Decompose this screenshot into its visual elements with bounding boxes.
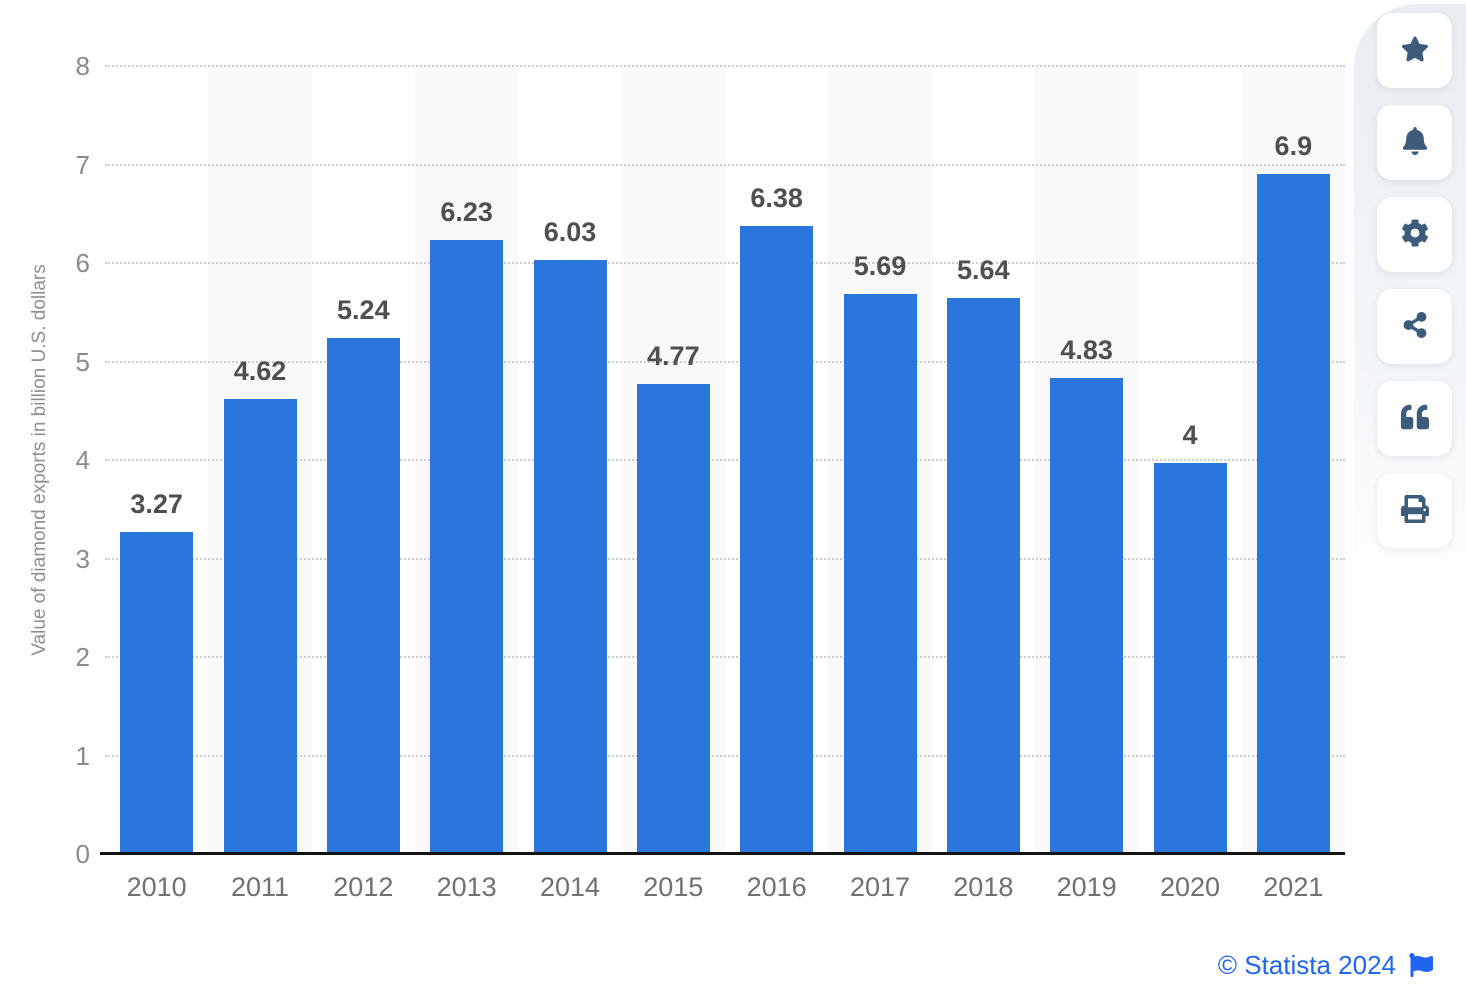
x-tick-label: 2016 (746, 872, 807, 902)
y-tick-label: 2 (75, 642, 90, 672)
y-tick-label: 7 (75, 149, 90, 180)
value-label: 4.83 (1060, 335, 1113, 366)
share-icon (1402, 312, 1428, 341)
x-tick-label: 2011 (230, 872, 290, 902)
gridline (105, 163, 1345, 166)
value-label: 6.23 (440, 197, 493, 228)
x-axis-line (100, 852, 1345, 855)
gridline (105, 754, 1345, 757)
bar-2018[interactable] (946, 298, 1020, 854)
gridline (105, 262, 1345, 264)
bar-2012[interactable] (326, 337, 400, 854)
y-tick-label: 3 (75, 543, 90, 574)
x-tick-label: 2020 (1159, 872, 1221, 902)
bar-2016[interactable] (740, 225, 814, 854)
bar-2011[interactable] (223, 398, 297, 854)
value-label: 4.77 (647, 341, 700, 372)
gridline (105, 557, 1345, 560)
x-tick-label: 2015 (643, 872, 704, 902)
gridline (105, 360, 1345, 363)
x-tick-label: 2019 (1056, 872, 1117, 902)
x-tick-label: 2012 (333, 872, 394, 902)
value-label: 3.27 (130, 488, 183, 519)
x-tick-label: 2017 (849, 872, 911, 902)
value-label: 4.62 (233, 355, 287, 386)
cite-button[interactable] (1377, 381, 1452, 456)
value-label: 6.03 (543, 217, 597, 248)
value-label: 6.9 (1274, 131, 1313, 162)
gridline (105, 65, 1345, 67)
y-tick-label: 5 (75, 346, 90, 377)
gridline (105, 459, 1345, 461)
value-label: 6.38 (750, 182, 803, 213)
value-label: 5.64 (957, 255, 1010, 286)
bar-2010[interactable] (120, 531, 194, 854)
settings-button[interactable] (1377, 197, 1452, 272)
y-tick-label: 1 (75, 740, 90, 771)
star-icon (1401, 35, 1429, 66)
action-toolbar (1377, 13, 1452, 548)
bar-2021[interactable] (1256, 174, 1330, 854)
x-tick-label: 2014 (539, 872, 601, 902)
bar-2015[interactable] (636, 384, 710, 854)
y-tick-label: 8 (75, 51, 90, 81)
x-tick-label: 2013 (436, 872, 497, 902)
y-tick-label: 4 (75, 445, 90, 475)
bell-icon (1401, 127, 1429, 158)
y-tick-label: 0 (75, 839, 90, 869)
statista-copyright-link[interactable]: © Statista 2024 (1217, 950, 1396, 980)
flag-icon[interactable] (1409, 953, 1433, 977)
value-label: 5.69 (853, 250, 907, 281)
value-label: 5.24 (337, 294, 390, 325)
bar-2017[interactable] (843, 293, 917, 854)
footer-attribution: © Statista 2024 (1218, 950, 1433, 980)
print-button[interactable] (1377, 473, 1452, 548)
x-tick-label: 2021 (1263, 872, 1324, 902)
gear-icon (1401, 219, 1429, 250)
bar-2014[interactable] (533, 260, 607, 854)
bar-2019[interactable] (1050, 378, 1124, 854)
printer-icon (1400, 495, 1429, 526)
share-button[interactable] (1377, 289, 1452, 364)
y-tick-label: 6 (75, 248, 90, 278)
x-tick-label: 2018 (953, 872, 1014, 902)
favorite-button[interactable] (1377, 13, 1452, 88)
x-tick-label: 2010 (126, 872, 187, 902)
value-label: 4 (1182, 419, 1198, 450)
bar-2013[interactable] (430, 240, 504, 854)
gridline (105, 656, 1345, 658)
notifications-button[interactable] (1377, 105, 1452, 180)
quote-icon (1400, 403, 1429, 434)
bar-2020[interactable] (1153, 462, 1227, 854)
